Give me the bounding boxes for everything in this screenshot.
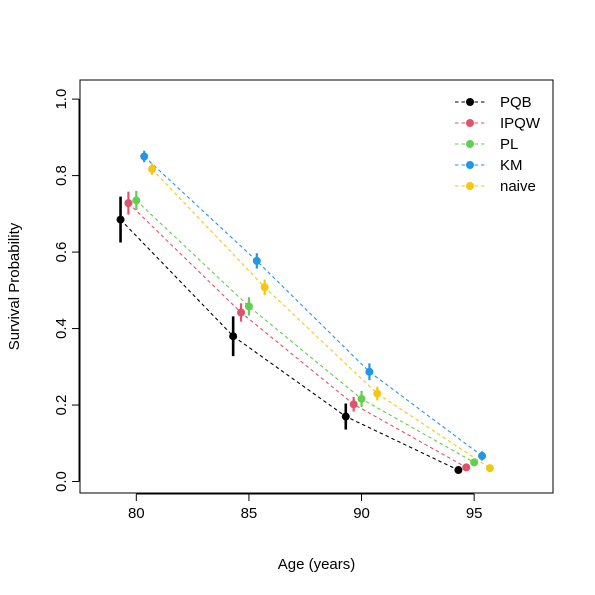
- data-point: [237, 308, 246, 317]
- series-pqb: [116, 196, 463, 475]
- data-point: [365, 367, 374, 376]
- data-point: [260, 283, 269, 292]
- data-point: [373, 389, 382, 398]
- data-point: [116, 215, 125, 224]
- y-tick-label: 0.8: [53, 165, 70, 186]
- series-line: [128, 202, 467, 468]
- data-point: [462, 463, 471, 472]
- y-tick-label: 0.2: [53, 395, 70, 416]
- data-point: [244, 302, 253, 311]
- series-layer: [116, 150, 494, 475]
- y-tick-label: 0.0: [53, 471, 70, 492]
- legend-marker: [466, 182, 474, 190]
- series-line: [120, 219, 459, 471]
- legend-label: KM: [500, 157, 523, 174]
- legend-marker: [466, 98, 474, 106]
- x-tick-label: 80: [128, 505, 145, 522]
- series-line: [151, 168, 491, 469]
- data-point: [478, 451, 487, 460]
- legend-item-naive: naive: [455, 178, 536, 195]
- x-tick-label: 90: [353, 505, 370, 522]
- data-point: [341, 412, 350, 421]
- legend-marker: [466, 140, 474, 148]
- series-ipqw: [124, 191, 471, 472]
- legend-marker: [466, 119, 474, 127]
- series-line: [143, 156, 483, 457]
- plot-frame: [79, 79, 554, 494]
- x-tick-label: 95: [466, 505, 483, 522]
- data-point: [124, 199, 133, 208]
- data-point: [357, 394, 366, 403]
- data-point: [252, 256, 261, 265]
- legend-item-ipqw: IPQW: [455, 115, 541, 132]
- legend-label: PL: [500, 136, 518, 153]
- y-axis-title: Survival Probability: [6, 222, 23, 350]
- axes-layer: 80 85 90 95 0.0 0.2 0.4 0.6 0.8 1.0: [53, 89, 483, 522]
- data-point: [349, 400, 358, 409]
- data-point: [140, 152, 149, 161]
- y-tick-label: 0.4: [53, 318, 70, 339]
- data-point: [229, 332, 238, 341]
- legend-item-pl: PL: [455, 136, 518, 153]
- legend-label: IPQW: [500, 115, 541, 132]
- series-line: [135, 200, 475, 463]
- data-point: [485, 464, 494, 473]
- x-tick-label: 85: [241, 505, 258, 522]
- y-tick-label: 0.6: [53, 242, 70, 263]
- legend-item-pqb: PQB: [455, 94, 532, 111]
- data-point: [454, 466, 463, 475]
- data-point: [148, 165, 157, 174]
- legend-marker: [466, 161, 474, 169]
- series-naive: [148, 163, 494, 473]
- series-pl: [132, 190, 479, 467]
- data-point: [470, 458, 479, 467]
- y-tick-label: 1.0: [53, 89, 70, 110]
- legend-item-km: KM: [455, 157, 523, 174]
- legend: PQB IPQW PL KM naive: [455, 94, 541, 195]
- data-point: [132, 196, 141, 205]
- series-km: [140, 150, 487, 461]
- legend-label: PQB: [500, 94, 532, 111]
- x-axis-title: Age (years): [278, 556, 356, 573]
- legend-label: naive: [500, 178, 536, 195]
